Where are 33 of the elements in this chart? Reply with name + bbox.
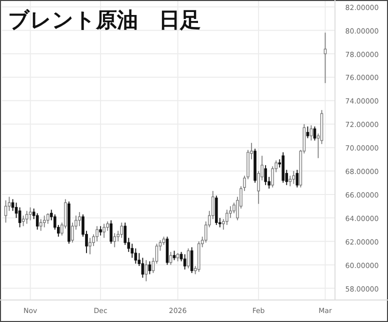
candlestick — [22, 215, 25, 227]
candlestick — [28, 206, 32, 221]
candlestick — [25, 210, 28, 224]
candlestick — [4, 200, 8, 224]
candlestick — [264, 164, 267, 186]
candlestick — [134, 248, 138, 264]
candlestick — [42, 215, 46, 228]
candlestick — [226, 209, 228, 226]
candlestick — [288, 175, 292, 187]
candlestick — [18, 206, 22, 228]
candlestick — [110, 220, 112, 244]
candlestick — [186, 248, 190, 269]
candlestick — [148, 260, 152, 275]
candlestick — [96, 226, 98, 242]
candlestick — [46, 212, 50, 224]
candlestick — [36, 212, 39, 230]
candlestick — [172, 250, 176, 261]
candlestick — [102, 223, 106, 238]
candlestick — [313, 126, 316, 142]
candlestick — [78, 212, 81, 227]
candlestick — [88, 237, 92, 255]
candlestick — [120, 222, 124, 238]
candlestick — [39, 218, 42, 232]
candlestick — [166, 236, 169, 266]
candlestick — [99, 226, 102, 236]
candlestick — [296, 169, 299, 188]
candlestick — [113, 232, 116, 248]
candlestick — [169, 251, 172, 266]
chart-title: ブレント原油 日足 — [8, 8, 201, 32]
candlestick — [324, 32, 327, 84]
candlestick — [144, 260, 148, 282]
candlestick — [292, 170, 296, 184]
candlestick — [183, 254, 186, 270]
